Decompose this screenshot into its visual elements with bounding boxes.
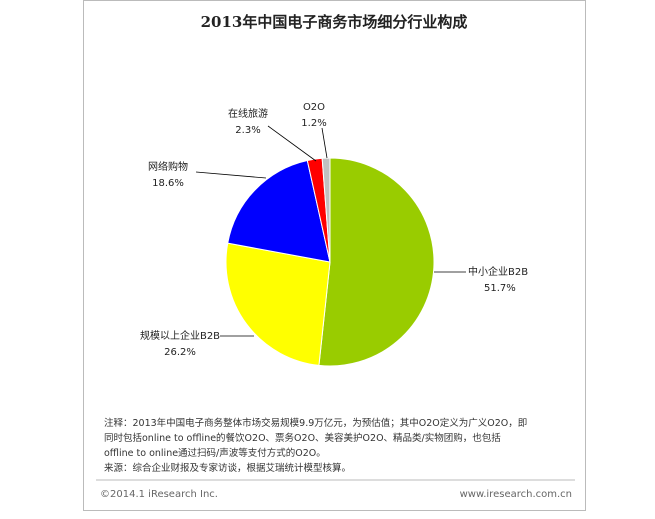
chart-title: 2013年中国电子商务市场细分行业构成 — [201, 13, 468, 31]
leader-line — [267, 125, 317, 162]
copyright: ©2014.1 iResearch Inc. — [100, 489, 218, 500]
note-line: 注释：2013年中国电子商务整体市场交易规模9.9万亿元，为预估值；其中O2O定… — [104, 417, 527, 429]
slice-label: 规模以上企业B2B — [140, 329, 220, 342]
leader-line — [321, 127, 328, 159]
data-label: 2.3% — [235, 125, 260, 136]
data-label: 26.2% — [164, 347, 196, 358]
pie-slice — [318, 157, 435, 367]
note-line: 来源：综合企业财报及专家访谈，根据艾瑞统计模型核算。 — [104, 462, 351, 474]
slice-label: 在线旅游 — [228, 107, 268, 120]
slice-label: O2O — [303, 102, 325, 113]
slice-label: 网络购物 — [148, 160, 188, 173]
data-label: 51.7% — [484, 283, 516, 294]
website: www.iresearch.com.cn — [460, 489, 572, 500]
data-label: 18.6% — [152, 178, 184, 189]
note-line: offline to online通过扫码/声波等支付方式的O2O。 — [104, 447, 326, 459]
slice-label: 中小企业B2B — [468, 265, 528, 278]
pie-slice — [321, 157, 331, 263]
pie-slice — [225, 242, 331, 366]
note-line: 同时包括online to offline的餐饮O2O、票务O2O、美容美护O2… — [104, 432, 501, 444]
leader-line — [195, 171, 267, 179]
pie-slice — [227, 159, 331, 263]
data-label: 1.2% — [301, 118, 326, 129]
